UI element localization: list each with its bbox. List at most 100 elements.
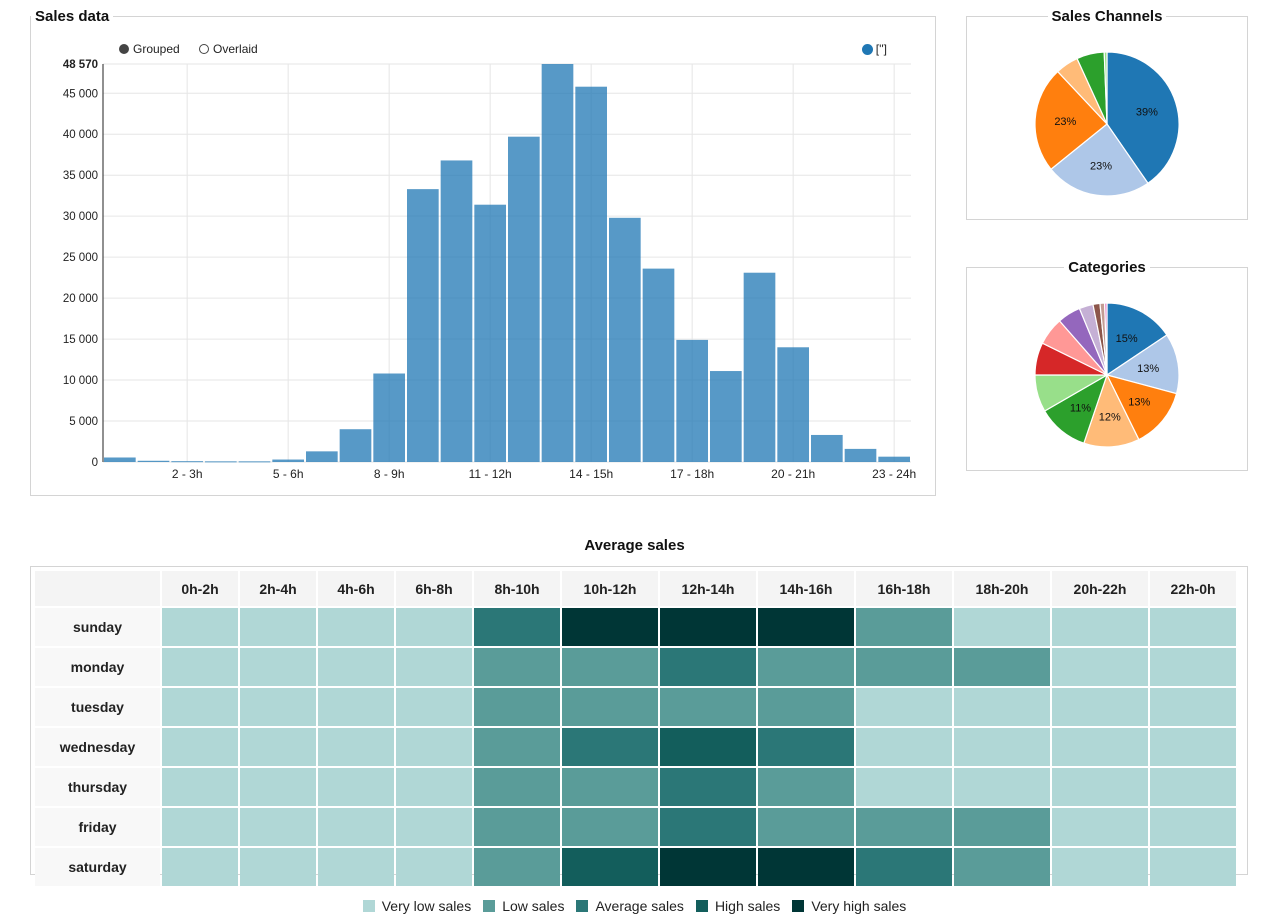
heatmap-cell[interactable] [162, 848, 238, 886]
heatmap-cell[interactable] [954, 608, 1050, 646]
bar[interactable] [878, 456, 910, 462]
heatmap-cell[interactable] [660, 808, 756, 846]
heatmap-cell[interactable] [162, 768, 238, 806]
heatmap-cell[interactable] [162, 728, 238, 766]
heatmap-cell[interactable] [562, 648, 658, 686]
heatmap-cell[interactable] [240, 768, 316, 806]
bar[interactable] [844, 448, 877, 462]
heatmap-cell[interactable] [162, 688, 238, 726]
heatmap-cell[interactable] [758, 768, 854, 806]
heatmap-cell[interactable] [1052, 648, 1148, 686]
pie-slice[interactable] [1105, 374, 1178, 441]
bar[interactable] [609, 217, 641, 462]
heatmap-cell[interactable] [562, 688, 658, 726]
heatmap-cell[interactable] [240, 688, 316, 726]
bar[interactable] [541, 64, 574, 462]
heatmap-cell[interactable] [562, 808, 658, 846]
bar[interactable] [407, 189, 439, 462]
heatmap-cell[interactable] [660, 848, 756, 886]
heatmap-cell[interactable] [318, 688, 394, 726]
bar[interactable] [676, 339, 708, 462]
series-legend[interactable]: [''] [861, 42, 887, 56]
heatmap-cell[interactable] [318, 808, 394, 846]
heatmap-cell[interactable] [474, 688, 560, 726]
heatmap-cell[interactable] [162, 808, 238, 846]
pie-slice[interactable] [1106, 51, 1180, 185]
heatmap-cell[interactable] [318, 608, 394, 646]
heatmap-cell[interactable] [954, 808, 1050, 846]
heatmap-cell[interactable] [318, 848, 394, 886]
heatmap-cell[interactable] [474, 728, 560, 766]
bar[interactable] [508, 136, 540, 462]
bar[interactable] [171, 461, 203, 463]
heatmap-cell[interactable] [856, 728, 952, 766]
heatmap-cell[interactable] [162, 608, 238, 646]
pie-slice[interactable] [1103, 51, 1108, 125]
heatmap-cell[interactable] [660, 608, 756, 646]
heatmap-cell[interactable] [1052, 608, 1148, 646]
heatmap-cell[interactable] [954, 768, 1050, 806]
heatmap-cell[interactable] [660, 688, 756, 726]
heatmap-cell[interactable] [758, 688, 854, 726]
pie-slice[interactable] [1106, 302, 1168, 377]
bar[interactable] [104, 457, 136, 462]
heatmap-cell[interactable] [562, 768, 658, 806]
heatmap-cell[interactable] [1150, 608, 1236, 646]
heatmap-cell[interactable] [758, 728, 854, 766]
overlaid-radio[interactable]: Overlaid [199, 42, 258, 56]
bar[interactable] [238, 461, 271, 463]
heatmap-cell[interactable] [240, 808, 316, 846]
heatmap-cell[interactable] [954, 688, 1050, 726]
heatmap-cell[interactable] [758, 648, 854, 686]
heatmap-cell[interactable] [954, 848, 1050, 886]
heatmap-cell[interactable] [856, 848, 952, 886]
heatmap-cell[interactable] [856, 808, 952, 846]
heatmap-cell[interactable] [162, 648, 238, 686]
heatmap-cell[interactable] [758, 808, 854, 846]
bar[interactable] [811, 434, 843, 462]
heatmap-cell[interactable] [318, 768, 394, 806]
heatmap-cell[interactable] [1052, 848, 1148, 886]
heatmap-cell[interactable] [396, 728, 472, 766]
heatmap-cell[interactable] [856, 768, 952, 806]
bar[interactable] [777, 347, 809, 462]
heatmap-cell[interactable] [1052, 728, 1148, 766]
heatmap-cell[interactable] [758, 848, 854, 886]
bar[interactable] [306, 451, 338, 462]
heatmap-cell[interactable] [396, 848, 472, 886]
heatmap-cell[interactable] [1150, 848, 1236, 886]
heatmap-cell[interactable] [954, 728, 1050, 766]
heatmap-cell[interactable] [1052, 768, 1148, 806]
heatmap-cell[interactable] [1150, 728, 1236, 766]
bar[interactable] [373, 373, 405, 462]
heatmap-cell[interactable] [396, 648, 472, 686]
bar[interactable] [642, 268, 675, 462]
heatmap-cell[interactable] [1150, 768, 1236, 806]
heatmap-cell[interactable] [856, 688, 952, 726]
pie-slice[interactable] [1104, 302, 1108, 376]
heatmap-cell[interactable] [660, 728, 756, 766]
heatmap-cell[interactable] [318, 648, 394, 686]
bar[interactable] [710, 371, 742, 462]
heatmap-cell[interactable] [1052, 688, 1148, 726]
heatmap-cell[interactable] [660, 768, 756, 806]
heatmap-cell[interactable] [758, 608, 854, 646]
heatmap-cell[interactable] [660, 648, 756, 686]
bar[interactable] [137, 460, 170, 462]
heatmap-cell[interactable] [474, 608, 560, 646]
heatmap-cell[interactable] [396, 688, 472, 726]
bar[interactable] [743, 272, 776, 462]
bar[interactable] [575, 86, 607, 463]
bar[interactable] [272, 459, 304, 462]
heatmap-cell[interactable] [1150, 688, 1236, 726]
heatmap-cell[interactable] [240, 648, 316, 686]
heatmap-cell[interactable] [474, 648, 560, 686]
heatmap-cell[interactable] [1150, 648, 1236, 686]
heatmap-cell[interactable] [240, 728, 316, 766]
heatmap-cell[interactable] [562, 728, 658, 766]
heatmap-cell[interactable] [396, 808, 472, 846]
heatmap-cell[interactable] [474, 768, 560, 806]
heatmap-cell[interactable] [396, 768, 472, 806]
heatmap-cell[interactable] [240, 848, 316, 886]
pie-slice[interactable] [1105, 334, 1180, 395]
